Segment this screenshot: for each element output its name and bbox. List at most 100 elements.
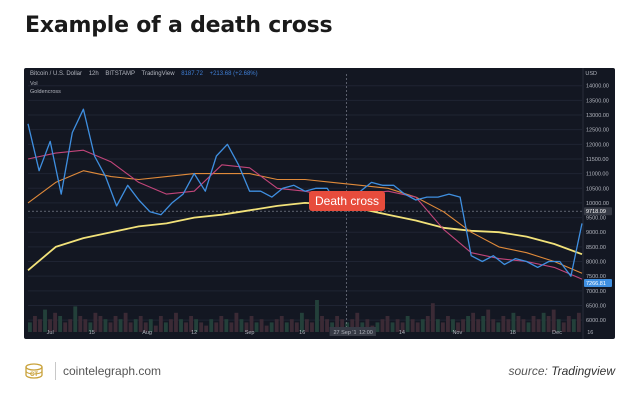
y-tick-label: 6500.00 xyxy=(586,303,606,309)
x-tick-label: 14 xyxy=(399,330,405,336)
volume-bar xyxy=(279,316,284,332)
volume-bar xyxy=(410,319,415,332)
volume-bar xyxy=(425,316,430,332)
volume-bar xyxy=(43,309,47,332)
y-tick-label: 10500.00 xyxy=(586,186,609,192)
series-line-ma-mid xyxy=(27,170,583,274)
volume-bar xyxy=(511,312,516,332)
volume-bar xyxy=(133,319,138,332)
volume-bar xyxy=(531,316,536,332)
volume-bar xyxy=(128,322,133,332)
volume-bar xyxy=(244,322,249,332)
volume-bar xyxy=(299,312,304,332)
series-line-price xyxy=(27,108,583,277)
volume-bar xyxy=(33,316,37,332)
volume-bar xyxy=(390,322,395,332)
source-credit: source: Tradingview xyxy=(508,364,615,378)
exchange-label: BITSTAMP xyxy=(105,71,135,77)
volume-bar xyxy=(446,316,450,332)
volume-bar xyxy=(174,312,178,332)
y-tick-label: 11500.00 xyxy=(586,157,609,163)
source-prefix: source: xyxy=(508,364,548,378)
volume-bar xyxy=(83,319,88,332)
volume-bar xyxy=(546,316,551,332)
goldencross-indicator-label[interactable]: Goldencross xyxy=(30,89,61,95)
y-tick-label: 11000.00 xyxy=(586,172,609,178)
volume-bar xyxy=(28,322,32,332)
x-tick-label: 16 xyxy=(587,330,593,336)
volume-bar xyxy=(435,319,440,332)
currency-label: USD xyxy=(585,71,597,77)
volume-bar xyxy=(385,316,390,332)
change-label: +213.68 (+2.68%) xyxy=(209,71,258,77)
volume-bar xyxy=(521,319,526,332)
volume-bar xyxy=(440,322,445,332)
cointelegraph-logo-icon: CT xyxy=(25,363,43,379)
volume-bar xyxy=(506,319,511,332)
x-crosshair-tag xyxy=(355,327,376,336)
volume-bar xyxy=(415,322,420,332)
volume-bar xyxy=(118,319,123,332)
y-tick-label: 7000.00 xyxy=(586,289,606,295)
volume-bar xyxy=(239,319,244,332)
volume-bar xyxy=(209,319,214,332)
volume-bar xyxy=(269,322,274,332)
footer-divider xyxy=(55,362,56,380)
x-crosshair-tag xyxy=(329,327,364,336)
volume-bar xyxy=(310,322,314,332)
volume-bar xyxy=(551,309,556,332)
y-tick-label: 14000.00 xyxy=(586,84,609,90)
x-tick-label: 16 xyxy=(299,330,305,336)
y-tick-label: 12000.00 xyxy=(586,142,609,148)
volume-bar xyxy=(491,319,496,332)
volume-bar xyxy=(179,319,183,332)
volume-bar xyxy=(58,316,63,332)
death-cross-callout: Death cross xyxy=(309,191,386,211)
last-price-tag-text: 7266.81 xyxy=(586,281,606,287)
volume-bar xyxy=(259,319,264,332)
y-tick-label: 8000.00 xyxy=(586,260,606,266)
volume-bar xyxy=(335,316,340,332)
volume-bar xyxy=(123,312,128,332)
volume-bar xyxy=(516,316,521,332)
volume-bar xyxy=(189,316,193,332)
volume-bar xyxy=(194,319,199,332)
volume-bar xyxy=(501,316,506,332)
volume-bar xyxy=(315,300,319,332)
y-tick-label: 10000.00 xyxy=(586,201,609,207)
volume-indicator-label[interactable]: Vol xyxy=(30,81,38,87)
volume-bar xyxy=(88,322,93,332)
volume-bar xyxy=(496,322,501,332)
series-line-ma-long xyxy=(27,201,583,271)
y-tick-label: 9500.00 xyxy=(586,216,606,222)
volume-bar xyxy=(571,319,576,332)
x-tick-label: Dec xyxy=(552,330,562,336)
volume-bar xyxy=(294,322,299,332)
volume-bar xyxy=(355,312,360,332)
volume-bar xyxy=(305,319,309,332)
volume-bar xyxy=(38,319,42,332)
volume-bar xyxy=(214,322,219,332)
volume-bar xyxy=(481,316,486,332)
volume-bar xyxy=(541,312,546,332)
y-tick-label: 12500.00 xyxy=(586,128,609,134)
volume-bar xyxy=(430,303,435,332)
chart-panel: 14000.00 13500.00 13000.00 12500.00 12000.00… xyxy=(24,68,615,339)
volume-bar xyxy=(113,316,118,332)
volume-bar xyxy=(264,325,269,332)
site-name[interactable]: cointelegraph.com xyxy=(63,364,162,378)
volume-bar xyxy=(320,316,324,332)
volume-bar xyxy=(148,319,153,332)
interval-label[interactable]: 12h xyxy=(88,71,99,77)
volume-bar xyxy=(219,316,224,332)
volume-bar xyxy=(471,312,476,332)
volume-bar xyxy=(53,312,58,332)
volume-bar xyxy=(234,312,239,332)
volume-bar xyxy=(103,319,108,332)
volume-bar xyxy=(536,319,541,332)
volume-bar xyxy=(576,312,581,332)
volume-bar xyxy=(73,306,78,332)
price-chart: 14000.00 13500.00 13000.00 12500.00 12000.00… xyxy=(27,68,612,339)
volume-bar xyxy=(325,319,329,332)
volume-bar xyxy=(451,319,455,332)
